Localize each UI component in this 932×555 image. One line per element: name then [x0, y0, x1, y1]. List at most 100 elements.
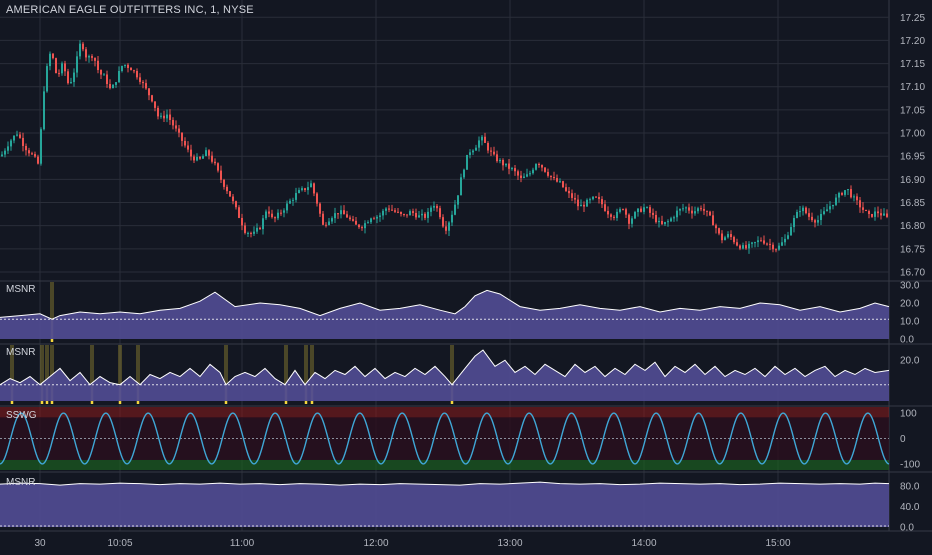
candle-body	[577, 199, 579, 207]
candle	[550, 175, 552, 181]
candle-body	[103, 74, 105, 76]
candle-body	[730, 234, 732, 238]
candle-body	[58, 73, 60, 75]
candle	[352, 215, 354, 222]
candle-body	[871, 213, 873, 217]
candle-body	[25, 145, 27, 151]
candle-body	[790, 227, 792, 236]
sswg-series	[0, 407, 890, 470]
axis-layer: 17.25 17.20 17.15 17.10 17.05 17.00 16.95 16.90…	[34, 13, 925, 549]
candle-body	[721, 233, 723, 241]
candle	[778, 242, 780, 251]
candle	[451, 210, 453, 226]
candle-body	[724, 237, 726, 241]
candle	[523, 173, 525, 179]
candle	[793, 215, 795, 233]
signal-band	[40, 345, 44, 404]
candle-body	[253, 231, 255, 234]
candle-body	[838, 193, 840, 198]
candle	[67, 68, 69, 85]
candle	[685, 206, 687, 213]
candle-body	[559, 181, 561, 183]
candle	[466, 154, 468, 170]
candle	[430, 205, 432, 217]
candle	[679, 208, 681, 216]
candle	[118, 66, 120, 83]
candle-body	[670, 218, 672, 222]
candle-body	[700, 208, 702, 210]
candle	[103, 73, 105, 76]
osc-tick-label: 40.0	[900, 502, 920, 513]
candle-body	[376, 216, 378, 219]
candle-body	[106, 74, 108, 85]
candle	[199, 156, 201, 160]
candle-body	[187, 145, 189, 150]
area-line	[0, 289, 890, 320]
candle	[349, 215, 351, 221]
candle-body	[706, 210, 708, 212]
osc-tick-label: 10.0	[900, 317, 920, 328]
candle-body	[4, 150, 6, 155]
candle-body	[598, 196, 600, 200]
candle-body	[862, 207, 864, 210]
candle	[217, 162, 219, 173]
candle	[298, 187, 300, 194]
candle-body	[481, 136, 483, 141]
candle	[871, 213, 873, 218]
candle-body	[703, 208, 705, 211]
msnr-area-1	[0, 282, 890, 342]
candle	[208, 149, 210, 160]
candle-body	[436, 205, 438, 209]
candle	[772, 242, 774, 253]
candle	[847, 188, 849, 196]
candle	[1, 151, 3, 157]
candle-body	[367, 222, 369, 224]
candle	[817, 215, 819, 226]
osc-tick-label: 20.0	[900, 356, 920, 367]
candle	[31, 151, 33, 156]
candle	[682, 203, 684, 212]
candle	[604, 200, 606, 212]
candle	[472, 149, 474, 155]
candle	[184, 137, 186, 148]
candle	[646, 206, 648, 209]
signal-band	[224, 345, 228, 404]
candle	[307, 181, 309, 195]
candle-body	[97, 60, 99, 70]
candle	[22, 132, 24, 152]
candle	[70, 77, 72, 84]
candle-body	[592, 196, 594, 200]
candle-body	[298, 190, 300, 194]
candle-body	[673, 217, 675, 219]
candle	[580, 199, 582, 207]
candle	[229, 191, 231, 197]
candle	[247, 231, 249, 238]
candle	[823, 206, 825, 216]
candle-body	[499, 159, 501, 162]
candle-body	[49, 53, 51, 67]
candle	[373, 216, 375, 220]
candle-body	[484, 136, 486, 143]
signal-band	[45, 345, 49, 404]
candle	[439, 205, 441, 220]
price-tick-label: 17.10	[900, 82, 925, 93]
candle-body	[133, 70, 135, 72]
candle-body	[79, 43, 81, 57]
candle-body	[601, 199, 603, 205]
candle	[445, 220, 447, 235]
candle	[502, 158, 504, 171]
candle	[505, 163, 507, 168]
candle	[787, 231, 789, 240]
candle-body	[82, 43, 84, 50]
candle	[415, 208, 417, 220]
candle-body	[625, 209, 627, 215]
candle-body	[301, 188, 303, 191]
candle-body	[640, 208, 642, 212]
candle-body	[70, 82, 72, 84]
candle-body	[595, 196, 597, 198]
candle	[514, 164, 516, 176]
pane-layer	[0, 40, 890, 527]
candle-body	[358, 224, 360, 228]
